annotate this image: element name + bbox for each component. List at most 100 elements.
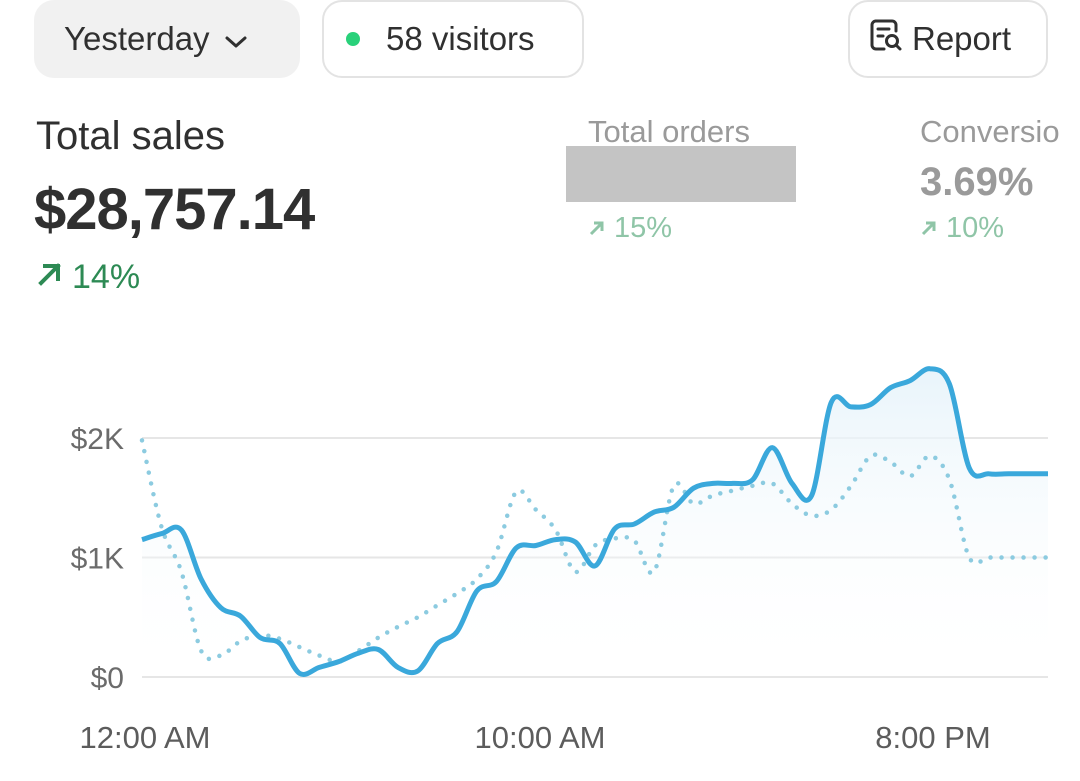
sales-data-point[interactable]: [274, 638, 286, 650]
comparison-data-point[interactable]: [235, 635, 247, 647]
comparison-data-point[interactable]: [1022, 552, 1034, 564]
sales-data-point[interactable]: [707, 477, 719, 489]
comparison-data-point[interactable]: [372, 632, 384, 644]
sales-data-point[interactable]: [195, 573, 207, 585]
comparison-data-point[interactable]: [983, 552, 995, 564]
comparison-data-point[interactable]: [195, 645, 207, 657]
sales-data-point[interactable]: [904, 375, 916, 387]
comparison-data-point[interactable]: [491, 546, 503, 558]
sales-data-point[interactable]: [924, 363, 936, 375]
sales-data-point[interactable]: [845, 401, 857, 413]
sales-data-point[interactable]: [589, 560, 601, 572]
total-sales-value: $28,757.14: [34, 177, 315, 242]
comparison-data-point[interactable]: [707, 489, 719, 501]
comparison-data-point[interactable]: [766, 477, 778, 489]
comparison-data-point[interactable]: [648, 566, 660, 578]
sales-data-point[interactable]: [353, 647, 365, 659]
sales-data-point[interactable]: [431, 638, 443, 650]
comparison-data-point[interactable]: [845, 480, 857, 492]
sales-data-point[interactable]: [569, 536, 581, 548]
comparison-data-point[interactable]: [944, 474, 956, 486]
comparison-data-point[interactable]: [688, 498, 700, 510]
conversion-rate-change: 10%: [920, 212, 1004, 245]
sales-data-point[interactable]: [550, 534, 562, 546]
sales-data-point[interactable]: [747, 474, 759, 486]
comparison-data-point[interactable]: [628, 535, 640, 547]
live-visitors-button[interactable]: 58 visitors: [322, 0, 584, 78]
sales-data-point[interactable]: [944, 378, 956, 390]
sales-data-point[interactable]: [175, 524, 187, 536]
sales-data-point[interactable]: [530, 540, 542, 552]
sales-data-point[interactable]: [825, 396, 837, 408]
sales-data-point[interactable]: [963, 462, 975, 474]
sales-data-point[interactable]: [983, 468, 995, 480]
sales-data-point[interactable]: [688, 482, 700, 494]
sales-data-point[interactable]: [471, 585, 483, 597]
comparison-data-point[interactable]: [786, 498, 798, 510]
comparison-data-point[interactable]: [392, 621, 404, 633]
comparison-data-point[interactable]: [806, 510, 818, 522]
sales-data-point[interactable]: [156, 528, 168, 540]
comparison-data-point[interactable]: [136, 434, 148, 446]
comparison-data-point[interactable]: [589, 540, 601, 552]
report-search-icon: [868, 17, 904, 61]
comparison-data-point[interactable]: [412, 611, 424, 623]
sales-data-point[interactable]: [609, 523, 621, 535]
sales-data-point[interactable]: [491, 575, 503, 587]
sales-data-point[interactable]: [648, 506, 660, 518]
sales-data-point[interactable]: [254, 632, 266, 644]
visitors-label: 58 visitors: [386, 20, 535, 57]
comparison-data-point[interactable]: [431, 599, 443, 611]
total-orders-change-value: 15%: [614, 212, 673, 244]
conversion-rate-label[interactable]: Conversio: [920, 114, 1060, 149]
comparison-data-point[interactable]: [294, 641, 306, 653]
sales-data-point[interactable]: [865, 399, 877, 411]
sales-data-point[interactable]: [884, 382, 896, 394]
comparison-data-point[interactable]: [569, 566, 581, 578]
comparison-data-point[interactable]: [668, 480, 680, 492]
sales-data-point[interactable]: [392, 661, 404, 673]
comparison-data-point[interactable]: [865, 450, 877, 462]
comparison-data-point[interactable]: [1042, 552, 1054, 564]
comparison-data-point[interactable]: [904, 470, 916, 482]
total-sales-label[interactable]: Total sales: [36, 114, 225, 158]
arrow-up-right-icon: [588, 212, 606, 245]
sales-data-point[interactable]: [294, 667, 306, 679]
sales-data-point[interactable]: [727, 477, 739, 489]
comparison-data-point[interactable]: [313, 650, 325, 662]
sales-data-point[interactable]: [136, 534, 148, 546]
comparison-data-point[interactable]: [1003, 552, 1015, 564]
comparison-data-point[interactable]: [825, 504, 837, 516]
x-tick-label: 8:00 PM: [875, 720, 990, 755]
sales-data-point[interactable]: [766, 442, 778, 454]
sales-data-point[interactable]: [806, 489, 818, 501]
sales-data-point[interactable]: [333, 656, 345, 668]
comparison-data-point[interactable]: [451, 587, 463, 599]
comparison-data-point[interactable]: [510, 486, 522, 498]
sales-data-point[interactable]: [628, 518, 640, 530]
sales-data-point[interactable]: [215, 602, 227, 614]
comparison-data-point[interactable]: [215, 650, 227, 662]
sales-data-point[interactable]: [235, 610, 247, 622]
comparison-data-point[interactable]: [963, 552, 975, 564]
sales-data-point[interactable]: [1003, 468, 1015, 480]
sales-data-point[interactable]: [510, 542, 522, 554]
report-button[interactable]: Report: [848, 0, 1048, 78]
sales-data-point[interactable]: [313, 661, 325, 673]
comparison-data-point[interactable]: [471, 573, 483, 585]
sales-data-point[interactable]: [451, 626, 463, 638]
sales-data-point[interactable]: [668, 501, 680, 513]
sales-data-point[interactable]: [786, 477, 798, 489]
arrow-up-right-icon: [920, 212, 938, 245]
sales-data-point[interactable]: [1022, 468, 1034, 480]
total-orders-label[interactable]: Total orders: [588, 114, 750, 149]
comparison-data-point[interactable]: [530, 504, 542, 516]
date-range-selector[interactable]: Yesterday: [34, 0, 300, 78]
sales-data-point[interactable]: [372, 644, 384, 656]
comparison-data-point[interactable]: [924, 450, 936, 462]
comparison-data-point[interactable]: [884, 456, 896, 468]
comparison-data-point[interactable]: [175, 566, 187, 578]
sales-data-point[interactable]: [412, 665, 424, 677]
sales-data-point[interactable]: [1042, 468, 1054, 480]
sales-line-chart[interactable]: $2K $1K $0 12:00 AM 10:00 AM 8:00 PM: [0, 340, 1080, 781]
